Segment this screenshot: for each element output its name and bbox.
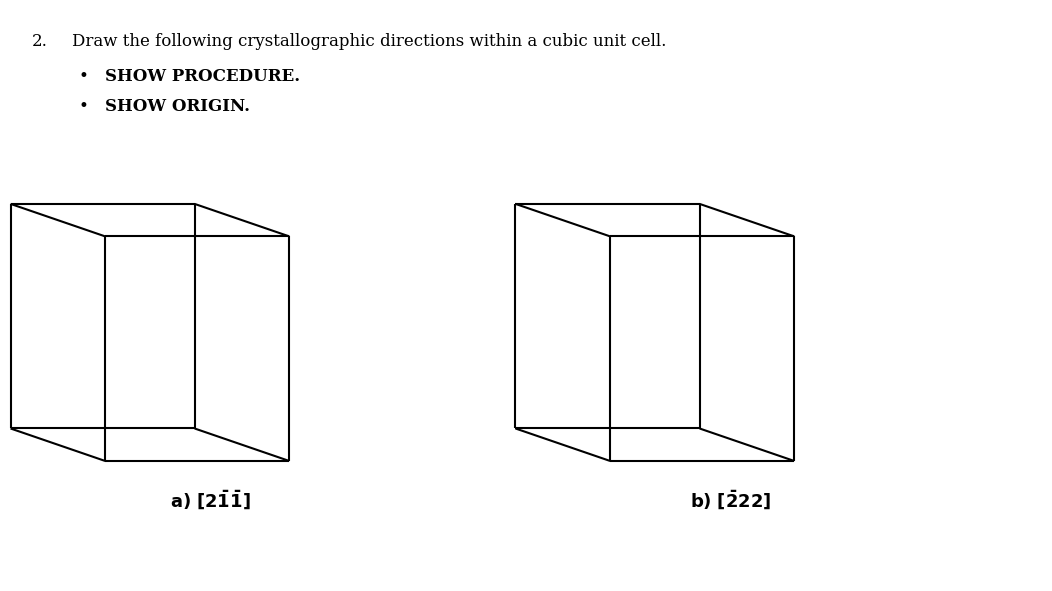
Text: $\bf{b)}\ [\mathbf{\bar{2}22}]$: $\bf{b)}\ [\mathbf{\bar{2}22}]$ <box>690 488 772 511</box>
Text: 2.: 2. <box>32 33 47 50</box>
Text: •: • <box>79 98 88 115</box>
Text: Draw the following crystallographic directions within a cubic unit cell.: Draw the following crystallographic dire… <box>72 33 666 50</box>
Text: $\bf{a)}\ [\mathbf{2\bar{1}\bar{1}}]$: $\bf{a)}\ [\mathbf{2\bar{1}\bar{1}}]$ <box>170 488 250 511</box>
Text: SHOW ORIGIN.: SHOW ORIGIN. <box>105 98 250 115</box>
Text: •: • <box>79 68 88 85</box>
Text: SHOW PROCEDURE.: SHOW PROCEDURE. <box>105 68 300 85</box>
